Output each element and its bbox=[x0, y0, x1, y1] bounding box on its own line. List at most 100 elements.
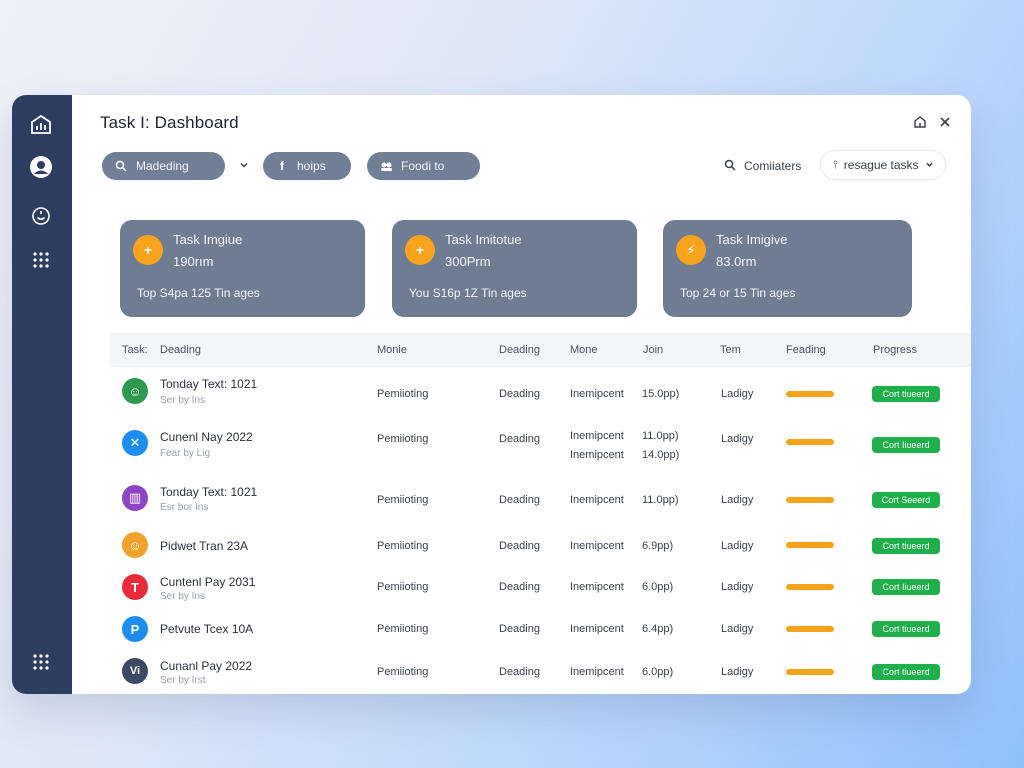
committers-link[interactable]: Comiiaters bbox=[724, 157, 801, 175]
table-row[interactable]: ☺ Pidwet Tran 23A Pemiioting Deading Ine… bbox=[110, 524, 971, 566]
help-pill[interactable]: f hoips bbox=[263, 152, 351, 180]
row-name: Cuntenl Pay 2031 bbox=[160, 575, 256, 589]
row-cell: Deading bbox=[499, 433, 540, 445]
table-header: Task: Deading Monie Deading Mone Join Te… bbox=[110, 333, 971, 367]
summary-card[interactable]: + Task Imitotue 300Prm You S16p 1Z Tin a… bbox=[392, 220, 637, 317]
home-icon[interactable] bbox=[910, 112, 930, 132]
card-footer: You S16p 1Z Tin ages bbox=[409, 286, 527, 300]
row-cell: Pemiioting bbox=[377, 666, 429, 678]
column-header-task[interactable]: Task: bbox=[122, 344, 148, 356]
row-cell: Deading bbox=[499, 623, 540, 635]
column-header-join[interactable]: Join bbox=[643, 344, 664, 356]
row-cell: 6.0pp) bbox=[642, 581, 674, 593]
status-badge[interactable]: Cort Iiueerd bbox=[872, 437, 940, 453]
apps-icon[interactable] bbox=[27, 648, 55, 676]
card-title: Task Imigive bbox=[716, 232, 788, 247]
table-row[interactable]: T Cuntenl Pay 2031 Ser by Ins Pemiioting… bbox=[110, 566, 971, 608]
row-cell: Pemiioting bbox=[377, 388, 429, 400]
card-value: 300Prm bbox=[445, 254, 491, 269]
page-title: Task I: Dashboard bbox=[100, 113, 239, 132]
row-cell: Ladigy bbox=[721, 581, 754, 593]
row-cell: 11.0pp) bbox=[642, 494, 679, 506]
row-cell: Deading bbox=[499, 388, 540, 400]
row-cell: Ladigy bbox=[721, 540, 754, 552]
row-name: Tonday Text: 1021 bbox=[160, 485, 258, 499]
group-icon bbox=[379, 159, 393, 173]
column-header-deading[interactable]: Deading bbox=[499, 344, 540, 356]
row-cell: Ladigy bbox=[721, 388, 754, 400]
table-row[interactable]: ✕ Cunenl Nay 2022 Fear by Lig Pemiioting… bbox=[110, 420, 971, 476]
smile-icon[interactable] bbox=[27, 202, 55, 230]
row-cell: Inemipcent bbox=[570, 666, 624, 678]
summary-card[interactable]: ⚡ Task Imigive 83.0rm Top 24 or 15 Tin a… bbox=[663, 220, 912, 317]
grid-icon[interactable] bbox=[27, 246, 55, 274]
row-name: Cunenl Nay 2022 bbox=[160, 430, 253, 444]
resague-tasks-label: resague tasks bbox=[843, 158, 919, 172]
table-row[interactable]: ☺ Tonday Text: 1021 Ser by Ins Pemiiotin… bbox=[110, 367, 971, 415]
row-cell: Deading bbox=[499, 666, 540, 678]
card-value: 190rım bbox=[173, 254, 214, 269]
column-header-mone[interactable]: Mone bbox=[570, 344, 598, 356]
row-cell: Deading bbox=[499, 540, 540, 552]
progress-bar bbox=[786, 669, 834, 675]
search-filter-pill[interactable]: Madeding bbox=[102, 152, 225, 180]
summary-card[interactable]: + Task Imgiue 190rım Top S4pa 125 Tin ag… bbox=[120, 220, 365, 317]
row-cell: 6.4pp) bbox=[642, 623, 674, 635]
row-cell: Inemipcent bbox=[570, 449, 624, 461]
resague-tasks-button[interactable]: ⫯ resague tasks bbox=[820, 150, 946, 180]
row-cell: Ladigy bbox=[721, 494, 754, 506]
plus-icon: + bbox=[405, 235, 435, 265]
progress-bar bbox=[786, 542, 834, 548]
avatar: ▥ bbox=[122, 485, 148, 511]
status-badge[interactable]: Cort tiueerd bbox=[872, 538, 940, 554]
column-header-progress[interactable]: Progress bbox=[873, 344, 918, 356]
progress-bar bbox=[786, 439, 834, 445]
row-cell: 6.0pp) bbox=[642, 666, 674, 678]
row-cell: Deading bbox=[499, 581, 540, 593]
row-name: Petvute Tcex 10A bbox=[160, 622, 254, 636]
close-icon[interactable] bbox=[935, 112, 955, 132]
row-cell: Inemipcent bbox=[570, 494, 624, 506]
facebook-icon: f bbox=[280, 159, 284, 173]
card-value: 83.0rm bbox=[716, 254, 757, 269]
row-cell: Inemipcent bbox=[570, 581, 624, 593]
row-cell: Ladigy bbox=[721, 433, 754, 445]
search-filter-label: Madeding bbox=[136, 159, 189, 173]
plus-icon: + bbox=[133, 235, 163, 265]
row-cell: Inemipcent bbox=[570, 388, 624, 400]
avatar: Vi bbox=[122, 658, 148, 684]
card-title: Task Imgiue bbox=[173, 232, 243, 247]
column-header-feading[interactable]: Feading bbox=[786, 344, 826, 356]
status-badge[interactable]: Cort tiueerd bbox=[872, 386, 940, 402]
row-cell: 6.9pp) bbox=[642, 540, 674, 552]
chart-icon[interactable] bbox=[27, 110, 55, 138]
food-pill[interactable]: Foodi to bbox=[367, 152, 480, 180]
card-footer: Top 24 or 15 Tin ages bbox=[680, 286, 796, 300]
column-header-name[interactable]: Deading bbox=[160, 344, 201, 356]
status-badge[interactable]: Cort Iiueerd bbox=[872, 579, 940, 595]
committers-label: Comiiaters bbox=[744, 159, 802, 173]
row-cell: 15.0pp) bbox=[642, 388, 680, 400]
user-icon[interactable] bbox=[27, 153, 55, 181]
column-header-tem[interactable]: Tem bbox=[720, 344, 741, 356]
status-badge[interactable]: Cort Seeerd bbox=[872, 492, 940, 508]
row-name: Cunanl Pay 2022 bbox=[160, 659, 253, 673]
row-name: Pidwet Tran 23A bbox=[160, 539, 249, 553]
avatar: T bbox=[122, 574, 148, 600]
row-subtitle: Fear by Lig bbox=[160, 448, 211, 459]
chevron-down-icon[interactable] bbox=[237, 158, 251, 172]
row-cell: Pemiioting bbox=[377, 623, 429, 635]
table-row[interactable]: Vi Cunanl Pay 2022 Ser by Irst Pemiiotin… bbox=[110, 650, 971, 694]
search-icon bbox=[114, 159, 128, 173]
row-cell: 11.0pp) bbox=[642, 430, 679, 442]
status-badge[interactable]: Cort tiueerd bbox=[872, 664, 940, 680]
table-row[interactable]: P Petvute Tcex 10A Pemiioting Deading In… bbox=[110, 608, 971, 650]
avatar: ☺ bbox=[122, 532, 148, 558]
table-row[interactable]: ▥ Tonday Text: 1021 Esr bor Ins Pemiioti… bbox=[110, 476, 971, 524]
avatar: P bbox=[122, 616, 148, 642]
status-badge[interactable]: Cort tiueerd bbox=[872, 621, 940, 637]
column-header-monie[interactable]: Monie bbox=[377, 344, 407, 356]
filter-icon: ⫯ bbox=[833, 158, 838, 171]
row-cell: Pemiioting bbox=[377, 581, 429, 593]
chevron-down-icon bbox=[925, 158, 934, 172]
